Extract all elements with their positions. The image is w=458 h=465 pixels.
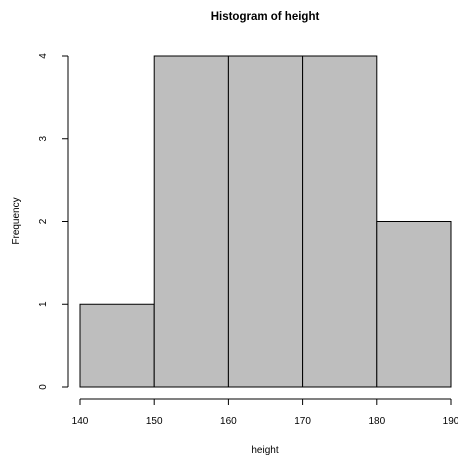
y-tick-label: 1 — [38, 301, 49, 307]
y-tick-label: 4 — [38, 53, 49, 59]
x-tick-label: 170 — [294, 416, 311, 427]
x-tick-label: 160 — [220, 416, 237, 427]
histogram-bar-3 — [302, 55, 378, 388]
y-axis-label: Frequency — [11, 197, 22, 244]
x-axis: 140 150 160 170 180 190 — [72, 398, 458, 427]
y-tick-label: 3 — [38, 136, 49, 142]
y-tick-label: 2 — [38, 218, 49, 224]
histogram-bar-2 — [227, 55, 304, 388]
chart-title: Histogram of height — [211, 11, 320, 23]
x-tick-label: 190 — [443, 416, 458, 427]
histogram-bar-0 — [79, 303, 155, 388]
x-tick-label: 140 — [72, 416, 89, 427]
y-axis: 0 1 2 3 4 — [38, 53, 69, 390]
y-tick-label: 0 — [38, 384, 49, 390]
x-axis-label: height — [251, 445, 278, 456]
x-tick-label: 150 — [146, 416, 163, 427]
bars-group — [79, 55, 452, 388]
x-tick-label: 180 — [368, 416, 385, 427]
histogram-bar-1 — [153, 55, 229, 388]
histogram-bar-4 — [376, 221, 452, 388]
